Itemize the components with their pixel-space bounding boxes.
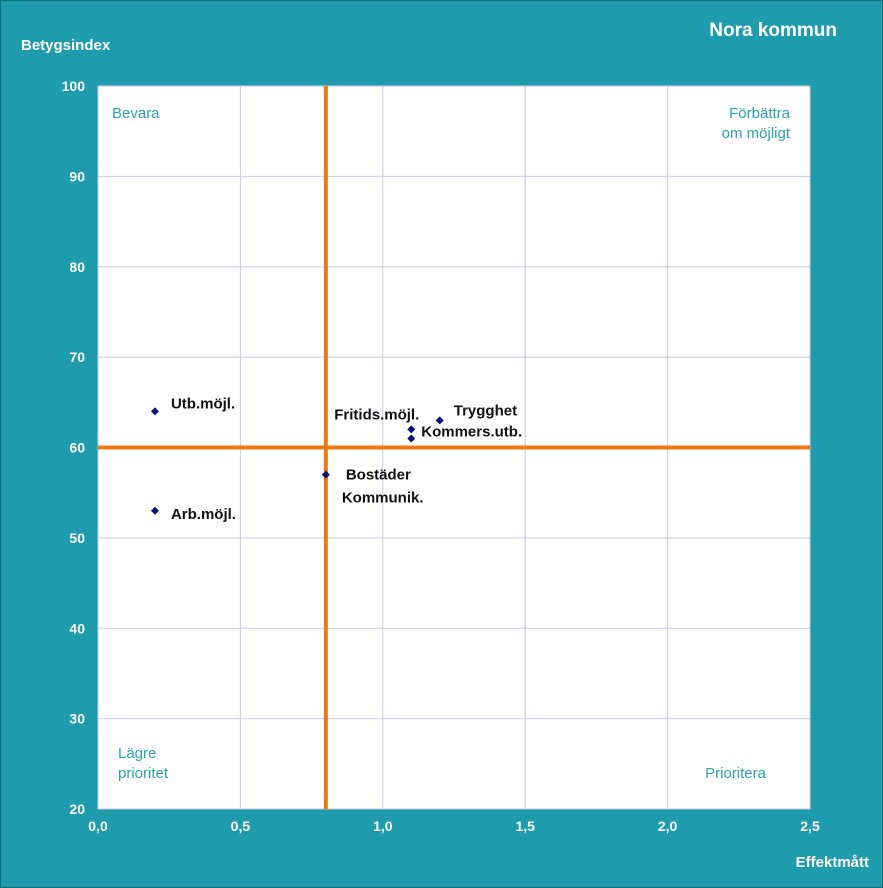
y-tick-label: 50 [69,530,85,546]
data-point-marker [321,470,330,479]
y-tick-label: 30 [69,711,85,727]
chart-title: Nora kommun [709,20,837,41]
x-tick-label: 2,0 [658,818,678,834]
y-tick-label: 20 [69,801,85,817]
data-point-marker [150,407,159,416]
y-tick-label: 100 [62,78,86,94]
data-point-label: Kommers.utb. [421,423,522,440]
quadrant-label: prioritet [118,765,169,782]
y-tick-label: 90 [69,168,85,184]
y-tick-label: 70 [69,349,85,365]
data-point-label: Arb.möjl. [171,506,236,523]
y-axis-label: Betygsindex [21,37,111,54]
data-point-label: Bostäder [346,467,411,484]
x-tick-label: 1,5 [515,818,535,834]
x-axis-label: Effektmått [795,854,869,871]
quadrant-label: Förbättra [729,105,791,122]
data-point-marker [150,506,159,515]
x-tick-label: 1,0 [373,818,393,834]
data-point-marker [407,434,416,443]
y-tick-label: 60 [69,440,85,456]
quadrant-label: Prioritera [705,765,767,782]
data-point-label: Trygghet [454,402,517,419]
quadrant-label: om möjligt [722,125,791,142]
x-tick-label: 0,5 [231,818,251,834]
x-tick-label: 0,0 [88,818,108,834]
y-tick-label: 80 [69,259,85,275]
data-point-label: Utb.möjl. [171,395,235,412]
quadrant-label: Lägre [118,745,156,762]
data-point-marker [407,425,416,434]
data-point-label: Kommunik. [342,490,424,507]
x-tick-label: 2,5 [800,818,820,834]
quadrant-label: Bevara [112,105,160,122]
data-point-label: Fritids.möjl. [334,406,419,423]
data-point-marker [435,416,444,425]
y-tick-label: 40 [69,620,85,636]
